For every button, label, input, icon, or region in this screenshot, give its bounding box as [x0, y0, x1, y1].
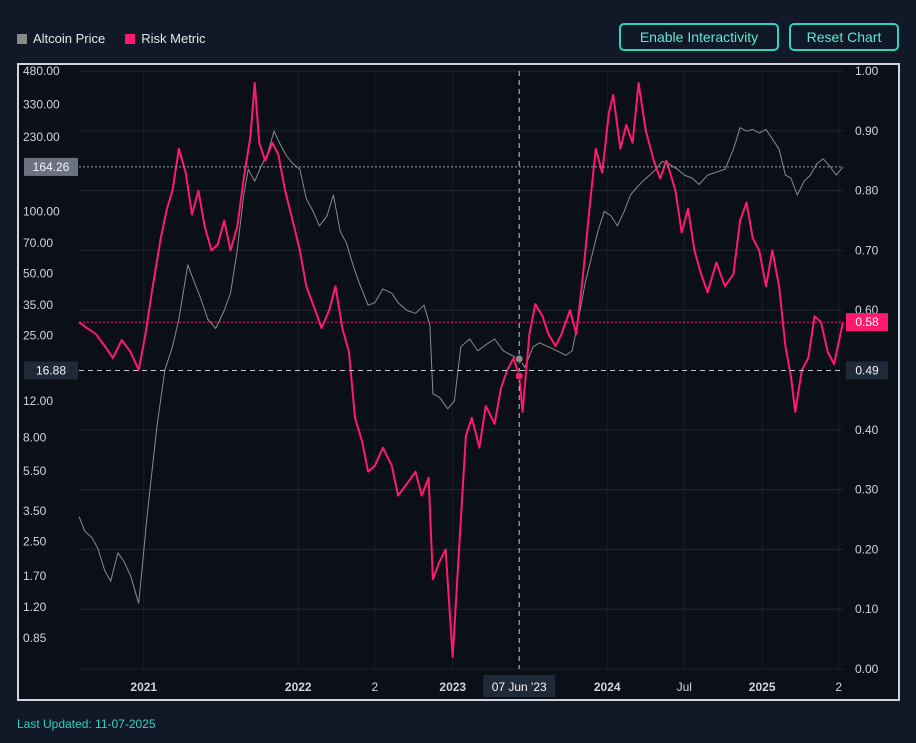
- legend-item-altcoin-price[interactable]: Altcoin Price: [17, 31, 105, 46]
- current-price-label: 164.26: [33, 160, 70, 174]
- left-axis-tick-label: 0.85: [23, 631, 47, 645]
- x-axis-tick-label: Jul: [677, 680, 692, 694]
- enable-interactivity-button[interactable]: Enable Interactivity: [619, 23, 779, 51]
- x-axis-tick-label: 2022: [285, 680, 312, 694]
- x-axis-tick-label: 2: [835, 680, 842, 694]
- right-axis-tick-label: 0.70: [855, 243, 879, 257]
- left-axis-tick-label: 480.00: [23, 65, 60, 78]
- current-risk-label: 0.58: [855, 315, 879, 329]
- left-axis-tick-label: 25.00: [23, 328, 53, 342]
- x-axis-tick-label: 2021: [130, 680, 157, 694]
- left-axis-tick-label: 70.00: [23, 236, 53, 250]
- crosshair-right-label: 0.49: [855, 363, 879, 377]
- crosshair-price-marker: [514, 354, 524, 364]
- legend-label-price: Altcoin Price: [33, 31, 106, 46]
- x-axis-tick-label: 2024: [594, 680, 621, 694]
- price-series-line: [78, 127, 844, 604]
- left-axis-tick-label: 8.00: [23, 430, 47, 444]
- crosshair-date-label: 07 Jun '23: [492, 680, 547, 694]
- right-axis-tick-label: 0.40: [855, 423, 879, 437]
- right-axis-tick-label: 0.20: [855, 542, 879, 556]
- left-axis-tick-label: 330.00: [23, 98, 60, 112]
- left-axis-tick-label: 1.20: [23, 600, 47, 614]
- left-axis-tick-label: 5.50: [23, 464, 47, 478]
- left-axis-tick-label: 35.00: [23, 298, 53, 312]
- reset-chart-button[interactable]: Reset Chart: [789, 23, 899, 51]
- right-axis-tick-label: 0.30: [855, 483, 879, 497]
- crosshair-left-label: 16.88: [36, 363, 66, 377]
- legend-label-risk: Risk Metric: [141, 31, 206, 46]
- last-updated-text: Last Updated: 11-07-2025: [17, 717, 156, 731]
- left-axis-tick-label: 3.50: [23, 504, 47, 518]
- x-axis-tick-label: 2: [372, 680, 379, 694]
- right-axis-tick-label: 0.90: [855, 124, 879, 138]
- right-axis-tick-label: 0.00: [855, 662, 879, 676]
- right-axis-tick-label: 1.00: [855, 65, 879, 78]
- crosshair-right-label-bg: [846, 361, 888, 380]
- legend-item-risk-metric[interactable]: Risk Metric: [125, 31, 206, 46]
- right-axis-tick-label: 0.10: [855, 602, 879, 616]
- chart-container[interactable]: 0.85 1.20 1.70 2.50 3.50 5.50 8.00 12.00 25.00 35…: [17, 63, 900, 701]
- left-axis-tick-label: 1.70: [23, 569, 47, 583]
- chart-legend: Altcoin Price Risk Metric: [17, 31, 206, 46]
- left-axis-tick-label: 100.00: [23, 204, 60, 218]
- chart-svg[interactable]: 0.85 1.20 1.70 2.50 3.50 5.50 8.00 12.00 25.00 35…: [19, 65, 898, 699]
- left-axis-tick-label: 230.00: [23, 130, 60, 144]
- crosshair-risk-marker: [514, 371, 524, 381]
- x-axis-tick-label: 2025: [749, 680, 776, 694]
- x-axis-tick-label: 2023: [439, 680, 466, 694]
- legend-swatch-price: [17, 33, 27, 44]
- left-axis-tick-label: 12.00: [23, 394, 53, 408]
- left-axis-tick-label: 50.00: [23, 266, 53, 280]
- crosshair-date-label-bg: [483, 675, 556, 697]
- legend-swatch-risk: [125, 33, 136, 44]
- current-price-label-bg: [24, 157, 78, 176]
- left-axis-tick-label: 2.50: [23, 534, 47, 548]
- current-risk-label-bg: [846, 313, 888, 332]
- risk-series-line: [78, 82, 844, 658]
- right-axis-tick-label: 0.80: [855, 184, 879, 198]
- crosshair-left-label-bg: [24, 361, 78, 380]
